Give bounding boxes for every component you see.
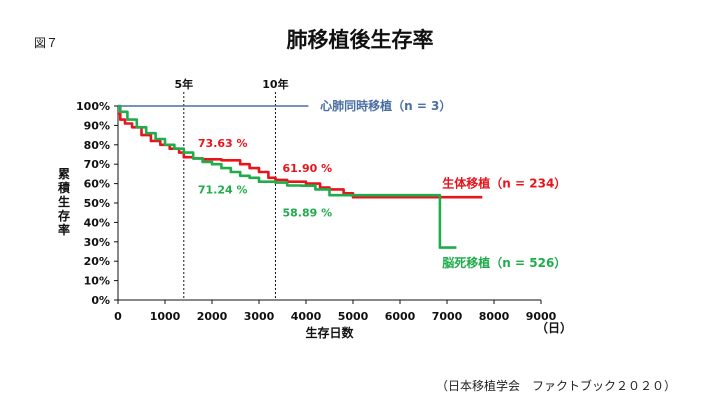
y-tick-label: 50% (84, 197, 110, 210)
x-tick-label: 5000 (338, 310, 369, 323)
y-tick-label: 60% (84, 178, 110, 191)
y-tick-label: 100% (76, 100, 110, 113)
x-tick-label: 4000 (291, 310, 322, 323)
x-axis-title: 生存日数 (305, 325, 354, 340)
data-label: 71.24 % (198, 183, 248, 196)
chart-title: 肺移植後生存率 (286, 28, 434, 52)
y-tick-label: 80% (84, 139, 110, 152)
x-tick-label: 1000 (150, 310, 181, 323)
data-label: 61.90 % (283, 162, 333, 175)
y-tick-label: 20% (84, 255, 110, 268)
y-axis-title: 累積生存率 (57, 167, 71, 237)
figure-label: 図７ (34, 36, 59, 50)
x-axis-unit: （日） (536, 320, 572, 335)
x-tick-label: 9000 (526, 310, 557, 323)
y-tick-label: 0% (91, 294, 110, 307)
reference-lines: 5年 10年 (174, 77, 289, 300)
series-label: 脳死移植（n = 526） (442, 255, 566, 270)
series-lines (118, 104, 483, 249)
y-tick-label: 70% (84, 158, 110, 171)
y-tick-label: 10% (84, 275, 110, 288)
reference-label: 5年 (174, 77, 193, 91)
x-tick-label: 7000 (432, 310, 463, 323)
x-tick-label: 0 (114, 310, 122, 323)
reference-label: 10年 (262, 77, 288, 91)
y-tick-label: 90% (84, 119, 110, 132)
axes: 0% 10% 20% 30% 40% 50% 60% 70% 80% 90% 100% 0 1000 20… (57, 100, 572, 340)
series-line (118, 112, 483, 199)
x-tick-label: 6000 (385, 310, 416, 323)
data-label: 58.89 % (283, 207, 333, 220)
x-tick-label: 8000 (479, 310, 510, 323)
y-tick-label: 30% (84, 236, 110, 249)
series-line (118, 104, 457, 249)
series-label: 心肺同時移植（n = 3） (320, 98, 451, 113)
x-tick-label: 2000 (197, 310, 228, 323)
chart-labels: 心肺同時移植（n = 3） 生体移植（n = 234） 脳死移植（n = 526） 7… (198, 98, 566, 270)
series-label: 生体移植（n = 234） (442, 176, 566, 191)
data-label: 73.63 % (198, 137, 248, 150)
y-tick-label: 40% (84, 216, 110, 229)
x-tick-label: 3000 (244, 310, 275, 323)
source-note: （日本移植学会 ファクトブック２０２０） (435, 379, 676, 393)
